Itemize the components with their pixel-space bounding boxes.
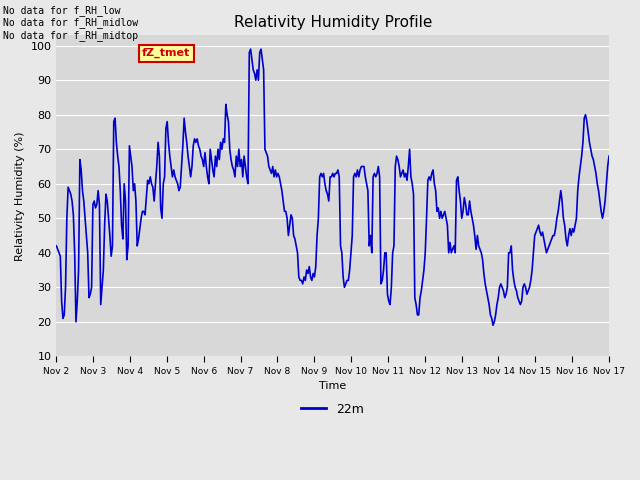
Legend: 22m: 22m <box>296 398 369 420</box>
Title: Relativity Humidity Profile: Relativity Humidity Profile <box>234 15 432 30</box>
Y-axis label: Relativity Humidity (%): Relativity Humidity (%) <box>15 131 25 261</box>
Text: No data for f_RH_low
No data for f_RH_midlow
No data for f_RH_midtop: No data for f_RH_low No data for f_RH_mi… <box>3 5 138 41</box>
Text: fZ_tmet: fZ_tmet <box>142 48 190 59</box>
X-axis label: Time: Time <box>319 381 346 391</box>
